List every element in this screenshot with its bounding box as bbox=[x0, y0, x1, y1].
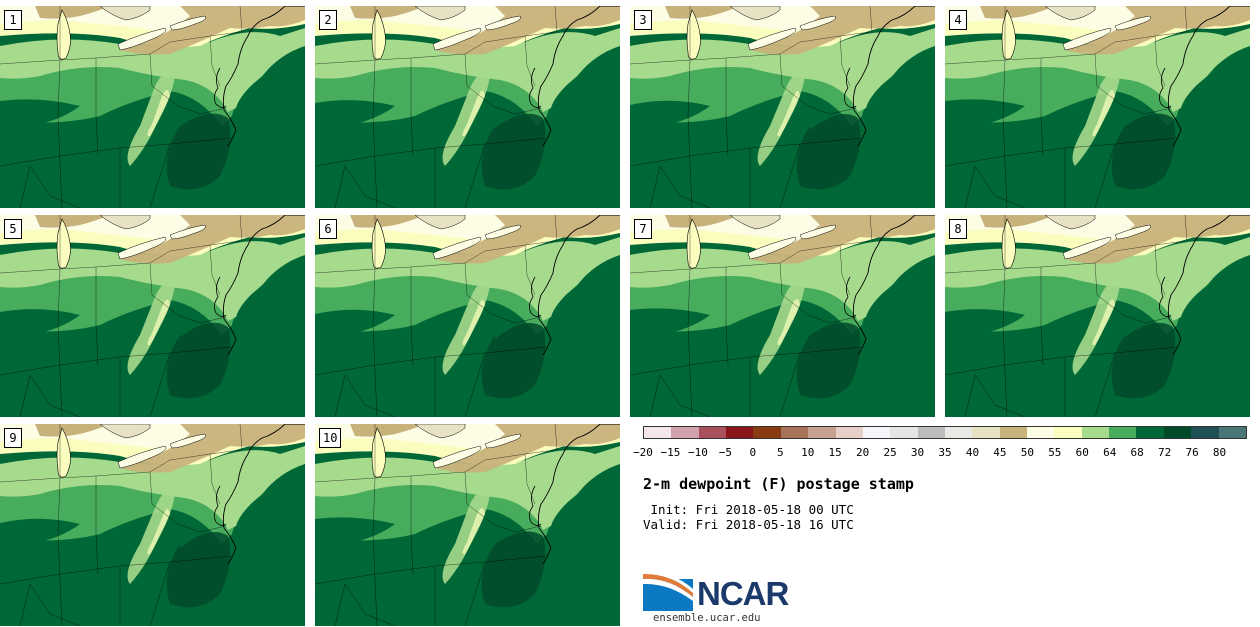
colorbar-swatch bbox=[698, 427, 727, 438]
colorbar-tick-label: 30 bbox=[910, 446, 925, 459]
panel-label: 5 bbox=[4, 219, 22, 239]
colorbar bbox=[643, 426, 1247, 439]
colorbar-swatch bbox=[644, 427, 672, 438]
colorbar-swatch bbox=[1109, 427, 1137, 438]
colorbar-tick-label: 25 bbox=[883, 446, 897, 459]
dewpoint-map bbox=[0, 6, 305, 208]
panel-label: 7 bbox=[634, 219, 652, 239]
colorbar-swatch bbox=[1191, 427, 1219, 438]
valid-time: Valid: Fri 2018-05-18 16 UTC bbox=[643, 517, 854, 532]
ncar-swoosh-icon bbox=[643, 571, 693, 611]
dewpoint-map bbox=[315, 424, 620, 626]
colorbar-tick-label: 10 bbox=[801, 446, 815, 459]
map-panel-8: 8 bbox=[945, 215, 1250, 417]
colorbar-swatch bbox=[780, 427, 809, 438]
map-panel-2: 2 bbox=[315, 6, 620, 208]
colorbar-tick-label: 35 bbox=[938, 446, 952, 459]
colorbar-tick-label: −10 bbox=[687, 446, 708, 459]
colorbar-tick-label: −20 bbox=[633, 446, 653, 459]
dewpoint-map bbox=[315, 6, 620, 208]
colorbar-tick-label: 80 bbox=[1212, 446, 1227, 459]
colorbar-tick-label: −15 bbox=[660, 446, 681, 459]
colorbar-tick-label: 20 bbox=[856, 446, 870, 459]
panel-label: 10 bbox=[319, 428, 342, 448]
colorbar-tick-label: −5 bbox=[718, 446, 732, 459]
colorbar-tick-label: 5 bbox=[776, 446, 784, 459]
colorbar-swatch bbox=[808, 427, 836, 438]
map-panel-10: 10 bbox=[315, 424, 620, 626]
colorbar-tick-label: 72 bbox=[1158, 446, 1172, 459]
colorbar-swatch bbox=[972, 427, 1000, 438]
dewpoint-map bbox=[315, 215, 620, 417]
dewpoint-map bbox=[0, 424, 305, 626]
map-panel-5: 5 bbox=[0, 215, 305, 417]
logo-url: ensemble.ucar.edu bbox=[653, 612, 761, 624]
colorbar-tick-label: 60 bbox=[1075, 446, 1089, 459]
colorbar-swatch bbox=[917, 427, 945, 438]
colorbar-swatch bbox=[753, 427, 781, 438]
panel-label: 6 bbox=[319, 219, 337, 239]
ncar-logo: NCAR bbox=[643, 571, 793, 613]
colorbar-swatch bbox=[1054, 427, 1082, 438]
map-panel-9: 9 bbox=[0, 424, 305, 626]
dewpoint-map bbox=[630, 6, 935, 208]
panel-label: 4 bbox=[949, 10, 967, 30]
colorbar-tick-label: 68 bbox=[1130, 446, 1144, 459]
dewpoint-map bbox=[945, 6, 1250, 208]
panel-label: 1 bbox=[4, 10, 22, 30]
map-panel-1: 1 bbox=[0, 6, 305, 208]
colorbar-swatch bbox=[944, 427, 973, 438]
colorbar-swatch bbox=[835, 427, 863, 438]
colorbar-tick-label: 50 bbox=[1020, 446, 1034, 459]
colorbar-swatch bbox=[671, 427, 699, 438]
colorbar-swatch bbox=[862, 427, 891, 438]
colorbar-tick-label: 55 bbox=[1048, 446, 1062, 459]
init-time: Init: Fri 2018-05-18 00 UTC bbox=[643, 502, 854, 517]
dewpoint-map bbox=[630, 215, 935, 417]
colorbar-tick-label: 40 bbox=[965, 446, 980, 459]
map-panel-4: 4 bbox=[945, 6, 1250, 208]
colorbar-ticks: −20 −15 −10 −5 0 5 10 15 20 25 30 35 40 45 50 55 60 64 68 7… bbox=[633, 446, 1247, 460]
colorbar-swatch bbox=[1081, 427, 1110, 438]
chart-title: 2-m dewpoint (F) postage stamp bbox=[643, 475, 914, 493]
ncar-wordmark: NCAR bbox=[697, 575, 789, 612]
colorbar-tick-label: 76 bbox=[1185, 446, 1199, 459]
colorbar-swatch bbox=[1163, 427, 1192, 438]
colorbar-tick-label: 15 bbox=[828, 446, 842, 459]
colorbar-swatch bbox=[1218, 427, 1246, 438]
map-panel-7: 7 bbox=[630, 215, 935, 417]
dewpoint-map bbox=[0, 215, 305, 417]
colorbar-swatch bbox=[999, 427, 1028, 438]
colorbar-swatch bbox=[726, 427, 754, 438]
colorbar-tick-label: 0 bbox=[749, 446, 757, 459]
panel-label: 8 bbox=[949, 219, 967, 239]
panel-label: 9 bbox=[4, 428, 22, 448]
map-panel-6: 6 bbox=[315, 215, 620, 417]
colorbar-tick-label: 64 bbox=[1103, 446, 1117, 459]
panel-label: 3 bbox=[634, 10, 652, 30]
colorbar-tick-label: 45 bbox=[993, 446, 1007, 459]
colorbar-swatch bbox=[1027, 427, 1055, 438]
panel-label: 2 bbox=[319, 10, 337, 30]
dewpoint-map bbox=[945, 215, 1250, 417]
map-panel-3: 3 bbox=[630, 6, 935, 208]
colorbar-swatch bbox=[890, 427, 918, 438]
colorbar-swatch bbox=[1136, 427, 1164, 438]
